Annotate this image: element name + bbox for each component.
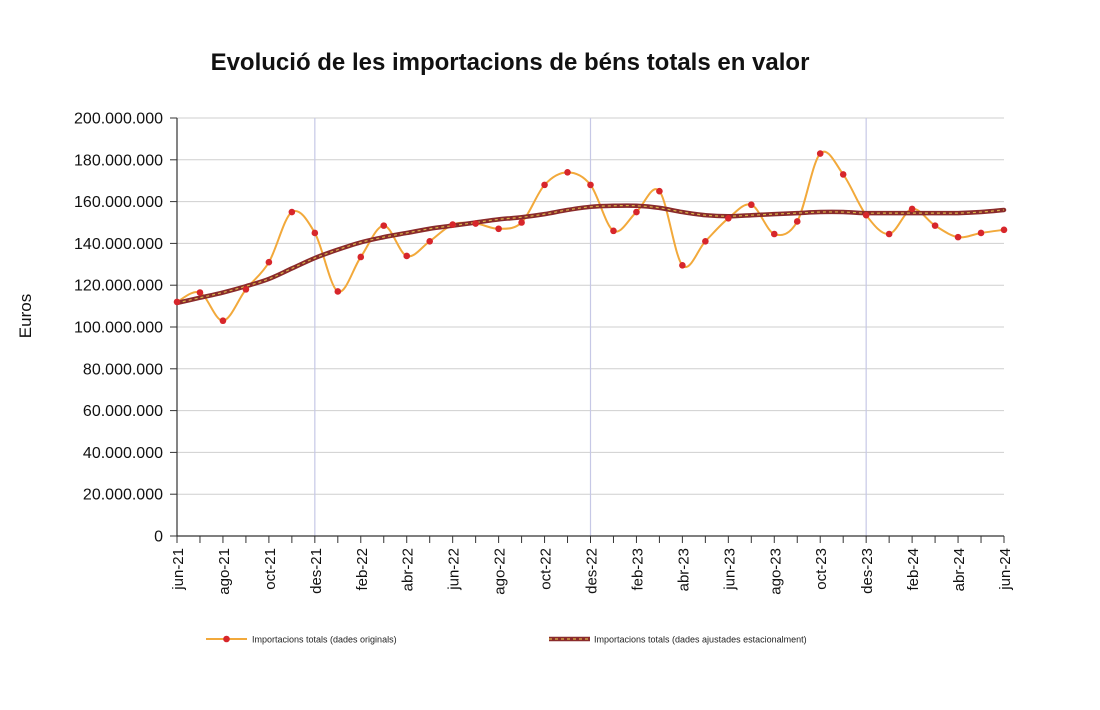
data-point-original — [748, 201, 755, 209]
x-tick-label: des-22 — [584, 548, 601, 594]
x-tick-label: abr-22 — [400, 548, 417, 591]
legend-marker-original — [223, 635, 230, 643]
data-point-original — [242, 286, 250, 293]
legend-label-adjusted: Importacions totals (dades ajustades est… — [594, 635, 807, 645]
data-point-original — [449, 221, 456, 228]
legend-label-original: Importacions totals (dades originals) — [252, 635, 397, 645]
x-tick-label: jun-22 — [446, 548, 463, 591]
x-tick-label: feb-23 — [629, 548, 646, 591]
data-point-original — [495, 225, 502, 233]
data-point-original — [885, 230, 893, 238]
data-point-original — [931, 222, 939, 229]
y-tick-label: 60.000.000 — [83, 403, 163, 420]
data-point-original — [839, 171, 847, 178]
data-point-original — [196, 289, 204, 296]
plot-area: 0 20.000.000 40.000.000 60.000.000 80.000.00… — [74, 111, 1014, 595]
data-point-original — [702, 238, 709, 245]
data-point-original — [265, 258, 273, 266]
data-point-original — [311, 229, 319, 237]
data-point-original — [541, 181, 548, 189]
x-tick-label: des-23 — [859, 548, 876, 594]
x-tick-label: jun-24 — [997, 548, 1014, 591]
x-tick-label: feb-22 — [354, 548, 371, 591]
x-tick-label: ago-21 — [216, 548, 233, 595]
y-tick-label: 100.000.000 — [74, 320, 163, 337]
data-point-original — [564, 169, 571, 176]
data-point-original — [816, 150, 824, 157]
x-ticks: jun-21 ago-21 oct-21 des-21 feb-22 abr-22 jun-… — [170, 536, 1014, 595]
data-point-original — [518, 219, 525, 226]
x-tick-label: oct-23 — [813, 548, 830, 590]
data-point-original — [793, 218, 801, 225]
data-point-original — [954, 233, 962, 241]
y-tick-label: 120.000.000 — [74, 278, 163, 295]
data-point-original — [977, 229, 985, 237]
x-tick-label: abr-23 — [675, 548, 692, 591]
y-tick-label: 140.000.000 — [74, 236, 163, 253]
x-tick-label: ago-22 — [492, 548, 509, 595]
y-tick-label: 80.000.000 — [83, 361, 163, 378]
data-point-original — [908, 205, 916, 213]
data-point-original — [219, 317, 227, 325]
legend: Importacions totals (dades originals) Imp… — [206, 635, 807, 645]
x-tick-label: abr-24 — [951, 548, 968, 591]
data-point-original — [472, 220, 479, 227]
data-point-original — [633, 208, 640, 216]
x-tick-label: jun-21 — [170, 548, 187, 591]
x-tick-label: ago-23 — [767, 548, 784, 595]
data-point-original — [403, 252, 411, 260]
data-point-original — [380, 222, 388, 229]
y-tick-label: 40.000.000 — [83, 445, 163, 462]
x-tick-label: oct-22 — [538, 548, 555, 590]
y-tick-label: 20.000.000 — [83, 487, 163, 504]
data-point-original — [862, 211, 870, 219]
x-tick-label: oct-21 — [262, 548, 279, 590]
series-layer — [173, 150, 1008, 325]
y-tick-label: 0 — [154, 529, 163, 546]
x-tick-label: jun-23 — [721, 548, 738, 591]
data-point-original — [357, 253, 365, 261]
data-point-original — [587, 181, 594, 189]
x-tick-label: des-21 — [308, 548, 325, 594]
data-point-original — [656, 187, 663, 195]
y-tick-label: 180.000.000 — [74, 152, 163, 169]
y-axis-label: Euros — [16, 294, 35, 338]
data-point-original — [426, 238, 433, 245]
data-point-original — [334, 288, 342, 295]
y-ticks: 0 20.000.000 40.000.000 60.000.000 80.000.00… — [74, 111, 177, 546]
data-point-original — [288, 208, 296, 216]
y-tick-label: 200.000.000 — [74, 111, 163, 128]
y-tick-label: 160.000.000 — [74, 194, 163, 211]
data-point-original — [725, 215, 732, 222]
chart-title: Evolució de les importacions de béns tot… — [211, 49, 810, 76]
data-point-original — [679, 262, 686, 269]
data-point-original — [610, 227, 617, 235]
data-point-original — [1000, 226, 1008, 234]
data-point-original — [173, 298, 181, 306]
data-point-original — [770, 230, 778, 238]
x-tick-label: feb-24 — [905, 548, 922, 591]
